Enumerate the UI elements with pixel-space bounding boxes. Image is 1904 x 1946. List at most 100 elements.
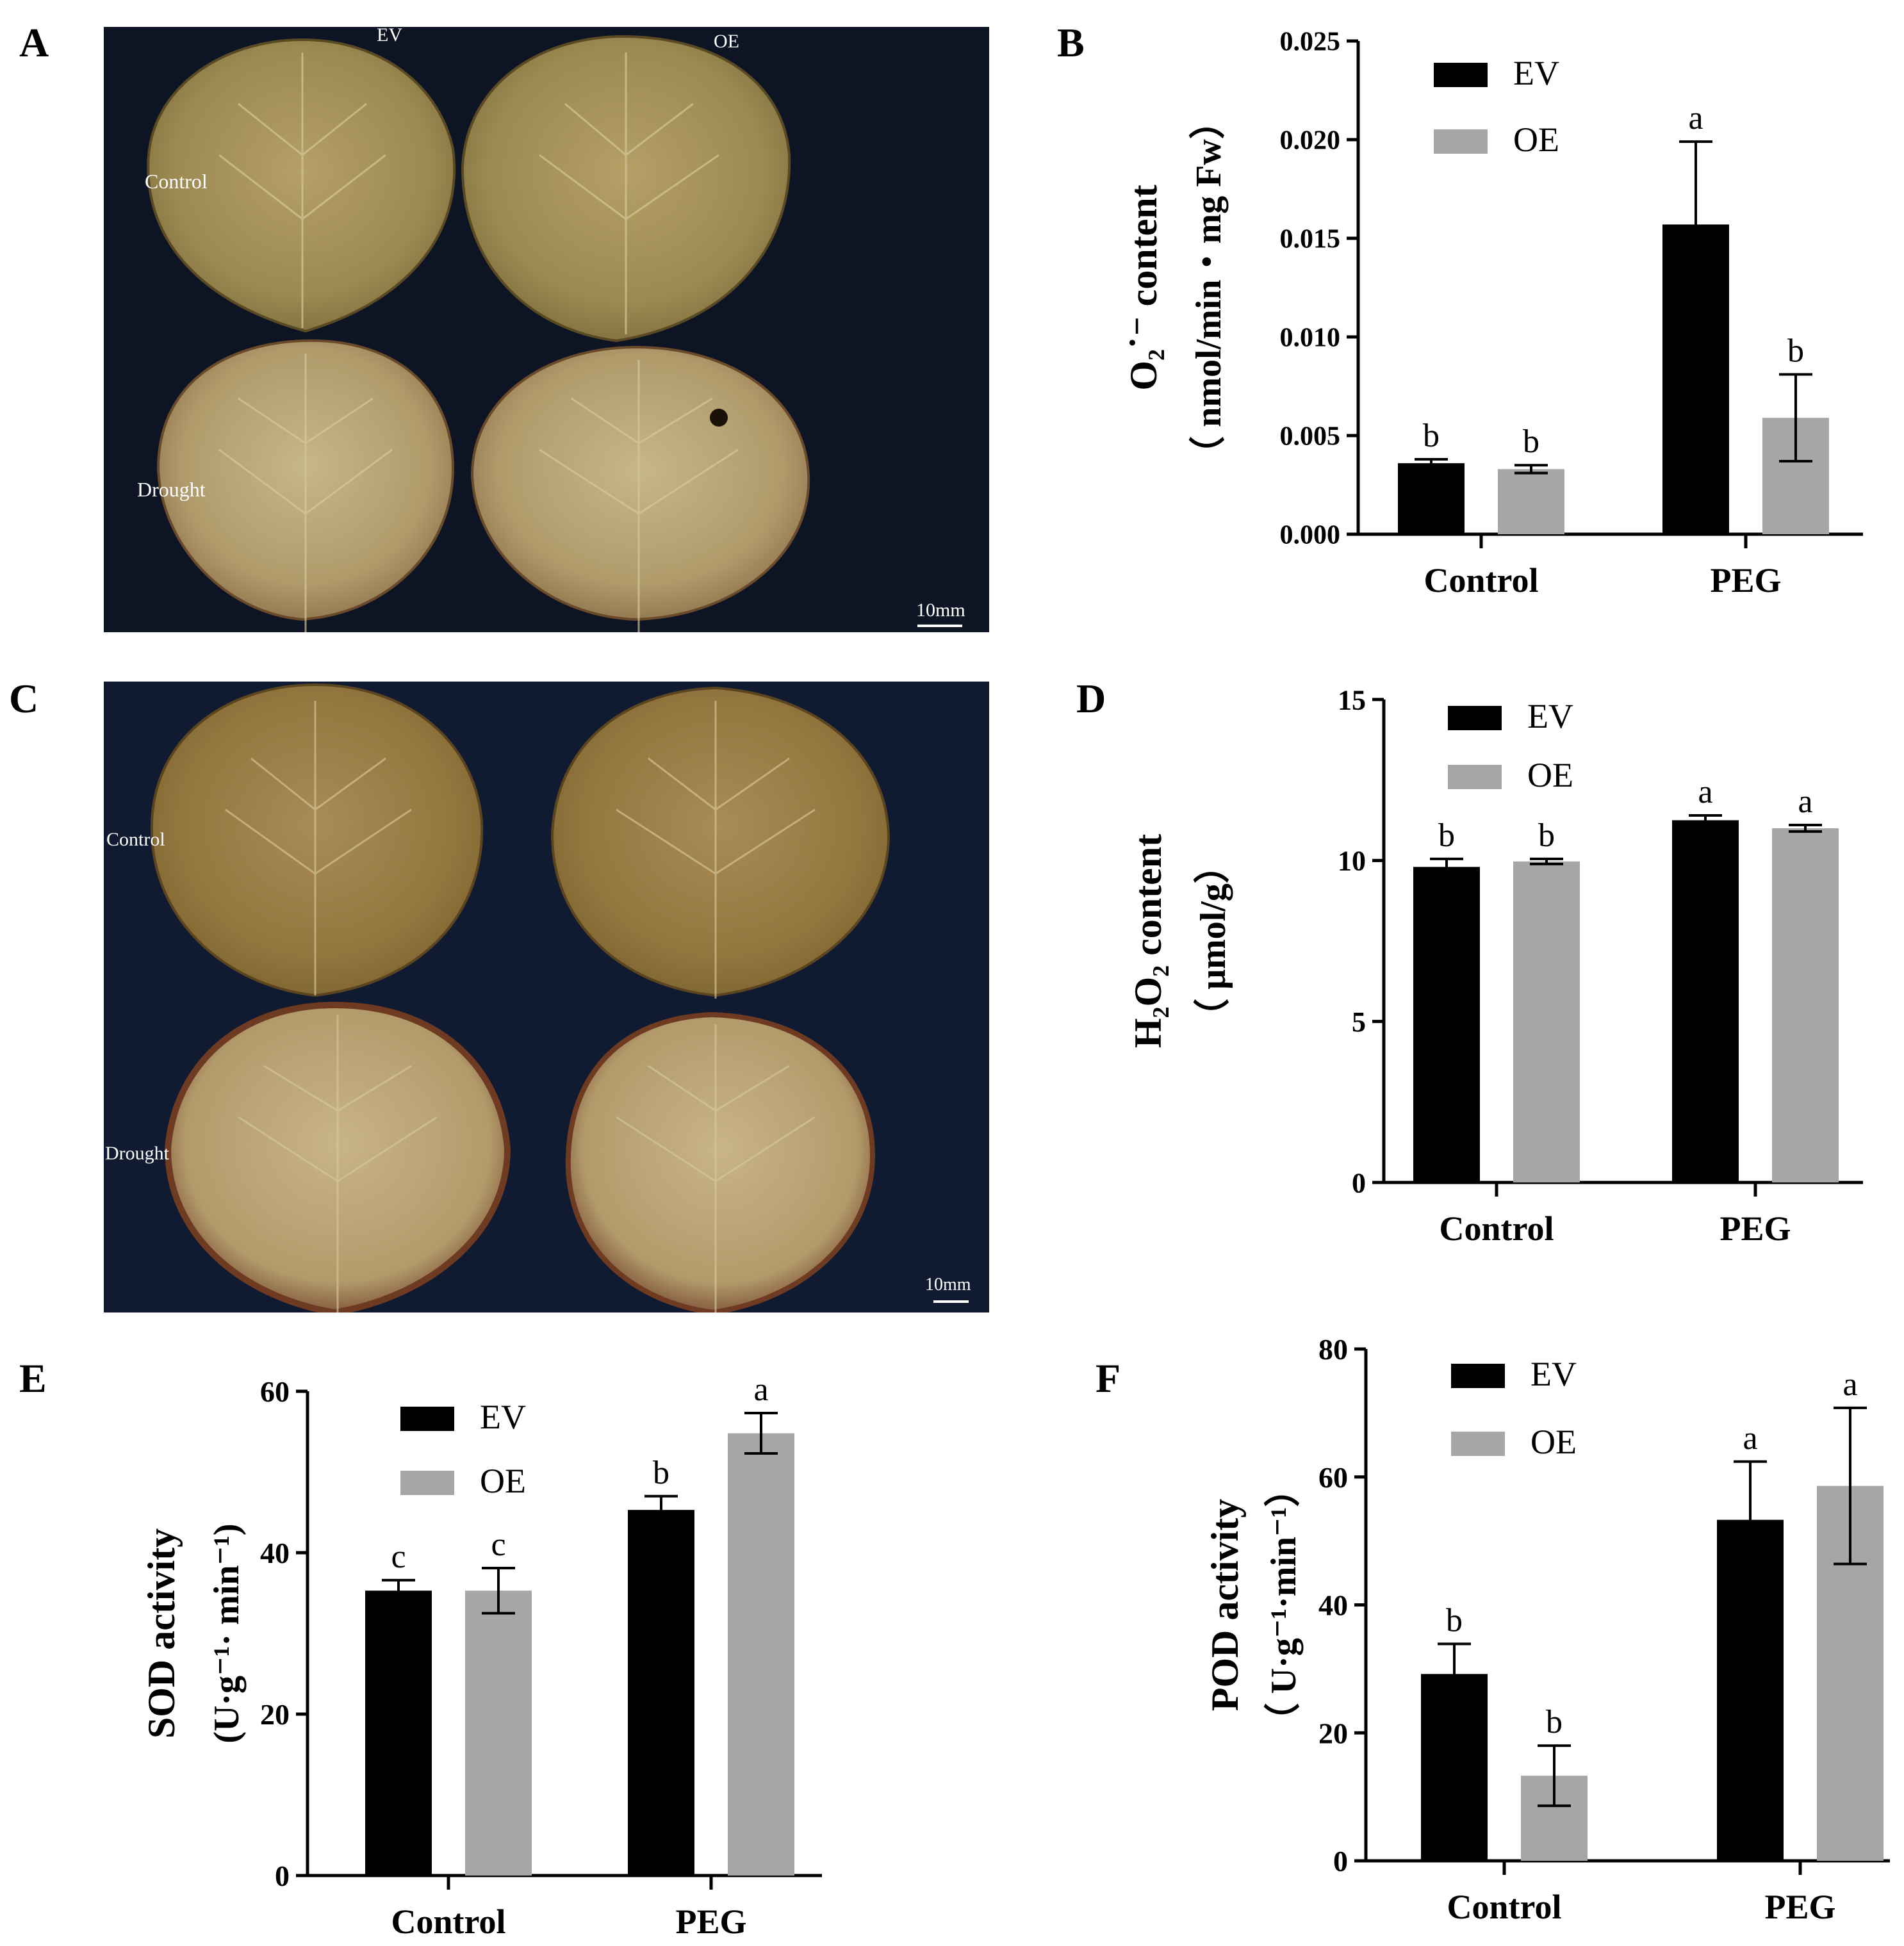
leaf-shape <box>565 1011 876 1312</box>
x-tick-label: Control <box>1447 1888 1561 1926</box>
chart-b: 0.000 0.005 0.010 0.015 0.020 0.025 Control PEG… <box>1122 28 1863 600</box>
significance-letter: b <box>1787 333 1804 370</box>
panel-letter-b: B <box>1057 20 1085 65</box>
x-tick-label: Control <box>1424 561 1538 600</box>
bar <box>465 1590 532 1876</box>
significance-letter: b <box>1438 817 1455 854</box>
y-axis-unit: （ μmol/g） <box>1193 847 1233 1034</box>
significance-letter: b <box>653 1455 669 1491</box>
photo-c-row-label-control: Control <box>106 829 165 850</box>
significance-letter: c <box>391 1539 406 1575</box>
bar <box>728 1433 794 1876</box>
leaf-shape <box>147 38 456 333</box>
panel-letter-e: E <box>19 1355 47 1401</box>
y-tick-label: 80 <box>1318 1333 1348 1366</box>
y-axis-title: SOD activity <box>140 1528 183 1738</box>
y-tick-label: 0 <box>1352 1167 1366 1198</box>
y-tick-label: 0 <box>1333 1845 1348 1877</box>
panel-letter-f: F <box>1096 1355 1121 1401</box>
y-tick-label: 60 <box>1318 1461 1348 1494</box>
significance-letter: a <box>1688 100 1703 136</box>
bar <box>1772 828 1839 1182</box>
panel-letter-c: C <box>9 676 39 721</box>
significance-letter: a <box>1698 774 1712 810</box>
y-tick-label: 60 <box>260 1375 290 1408</box>
legend-swatch <box>1448 765 1502 789</box>
significance-letter: a <box>1842 1366 1857 1403</box>
y-axis-unit: （ nmol/min・mg Fw） <box>1188 103 1229 472</box>
legend-label: OE <box>1527 756 1573 794</box>
chart-d: 0 5 10 15 Control PEG b a b a EV OE H₂O₂ content （ μm… <box>1127 684 1863 1248</box>
photo-a-row-label-control: Control <box>145 170 208 193</box>
significance-letter: b <box>1446 1602 1463 1639</box>
photo-c-scale-label: 10mm <box>925 1275 971 1295</box>
photo-a-row-label-drought: Drought <box>137 478 206 501</box>
legend-swatch <box>1434 129 1488 154</box>
x-tick-label: Control <box>1439 1209 1554 1248</box>
bar <box>628 1510 694 1876</box>
x-tick-label: Control <box>391 1902 505 1941</box>
significance-letter: b <box>1546 1704 1563 1740</box>
legend-label: EV <box>1527 697 1573 735</box>
leaf-photo-c-image: Control Drought 10mm <box>104 682 989 1312</box>
y-tick-label: 0.000 <box>1280 521 1341 550</box>
photo-c-row-label-drought: Drought <box>105 1143 170 1164</box>
leaf-photo-a: EV OE Control Drought 10mm <box>104 27 989 632</box>
legend-swatch <box>400 1471 454 1495</box>
y-axis-title: O₂˙⁻ content <box>1122 184 1165 390</box>
y-tick-label: 0 <box>275 1860 290 1892</box>
y-tick-label: 0.020 <box>1280 126 1341 156</box>
significance-letter: a <box>1798 783 1812 820</box>
legend-swatch <box>400 1407 454 1431</box>
legend-label: OE <box>1513 120 1559 159</box>
legend-swatch <box>1434 63 1488 87</box>
panel-letter-d: D <box>1076 676 1106 721</box>
x-tick-label: PEG <box>1710 561 1781 600</box>
y-tick-label: 20 <box>260 1698 290 1731</box>
legend-label: OE <box>480 1462 526 1500</box>
chart-f: 0 20 40 60 80 Control PEG b a b a EV OE POD activity （… <box>1204 1333 1890 1926</box>
y-tick-label: 40 <box>260 1537 290 1569</box>
y-tick-label: 40 <box>1318 1589 1348 1622</box>
y-axis-title: H₂O₂ content <box>1127 834 1169 1048</box>
significance-letter: a <box>753 1371 768 1408</box>
y-axis-title: POD activity <box>1204 1499 1246 1712</box>
legend-label: EV <box>480 1398 526 1436</box>
significance-letter: c <box>491 1526 505 1563</box>
leaf-photo-c: Control Drought 10mm <box>104 682 989 1312</box>
photo-a-col-label-ev: EV <box>377 27 402 45</box>
y-axis-unit: (U·g⁻¹· min⁻¹) <box>207 1523 247 1743</box>
x-tick-label: PEG <box>675 1902 746 1941</box>
photo-a-col-label-oe: OE <box>714 31 739 52</box>
photo-a-scale-label: 10mm <box>916 600 965 621</box>
y-tick-label: 5 <box>1352 1006 1366 1038</box>
y-tick-label: 15 <box>1338 684 1366 715</box>
y-tick-label: 0.025 <box>1280 28 1341 57</box>
y-tick-label: 0.005 <box>1280 422 1341 452</box>
legend-swatch <box>1448 706 1502 730</box>
significance-letter: b <box>1523 423 1539 460</box>
bar <box>1672 820 1739 1182</box>
y-tick-label: 10 <box>1338 846 1366 877</box>
y-tick-label: 20 <box>1318 1717 1348 1749</box>
legend-swatch <box>1451 1432 1505 1456</box>
bar <box>1498 469 1564 534</box>
bar <box>1513 861 1580 1182</box>
x-tick-label: PEG <box>1719 1209 1791 1248</box>
significance-letter: b <box>1538 817 1555 854</box>
legend-label: EV <box>1513 54 1559 92</box>
significance-letter: b <box>1423 418 1440 454</box>
x-tick-label: PEG <box>1764 1888 1835 1926</box>
bar <box>365 1590 432 1876</box>
y-axis-unit: （ U·g⁻¹·min⁻¹） <box>1263 1471 1304 1739</box>
panel-letter-a: A <box>19 20 49 65</box>
legend-label: OE <box>1531 1423 1577 1461</box>
chart-e: 0 20 40 60 Control PEG c b c a EV OE SOD activity (U·… <box>140 1371 822 1941</box>
bar <box>1413 867 1480 1182</box>
bar <box>1398 463 1465 534</box>
significance-letter: a <box>1743 1420 1757 1457</box>
leaf-photo-a-image: EV OE Control Drought 10mm <box>104 27 989 632</box>
y-tick-label: 0.015 <box>1280 225 1341 254</box>
y-tick-label: 0.010 <box>1280 323 1341 353</box>
